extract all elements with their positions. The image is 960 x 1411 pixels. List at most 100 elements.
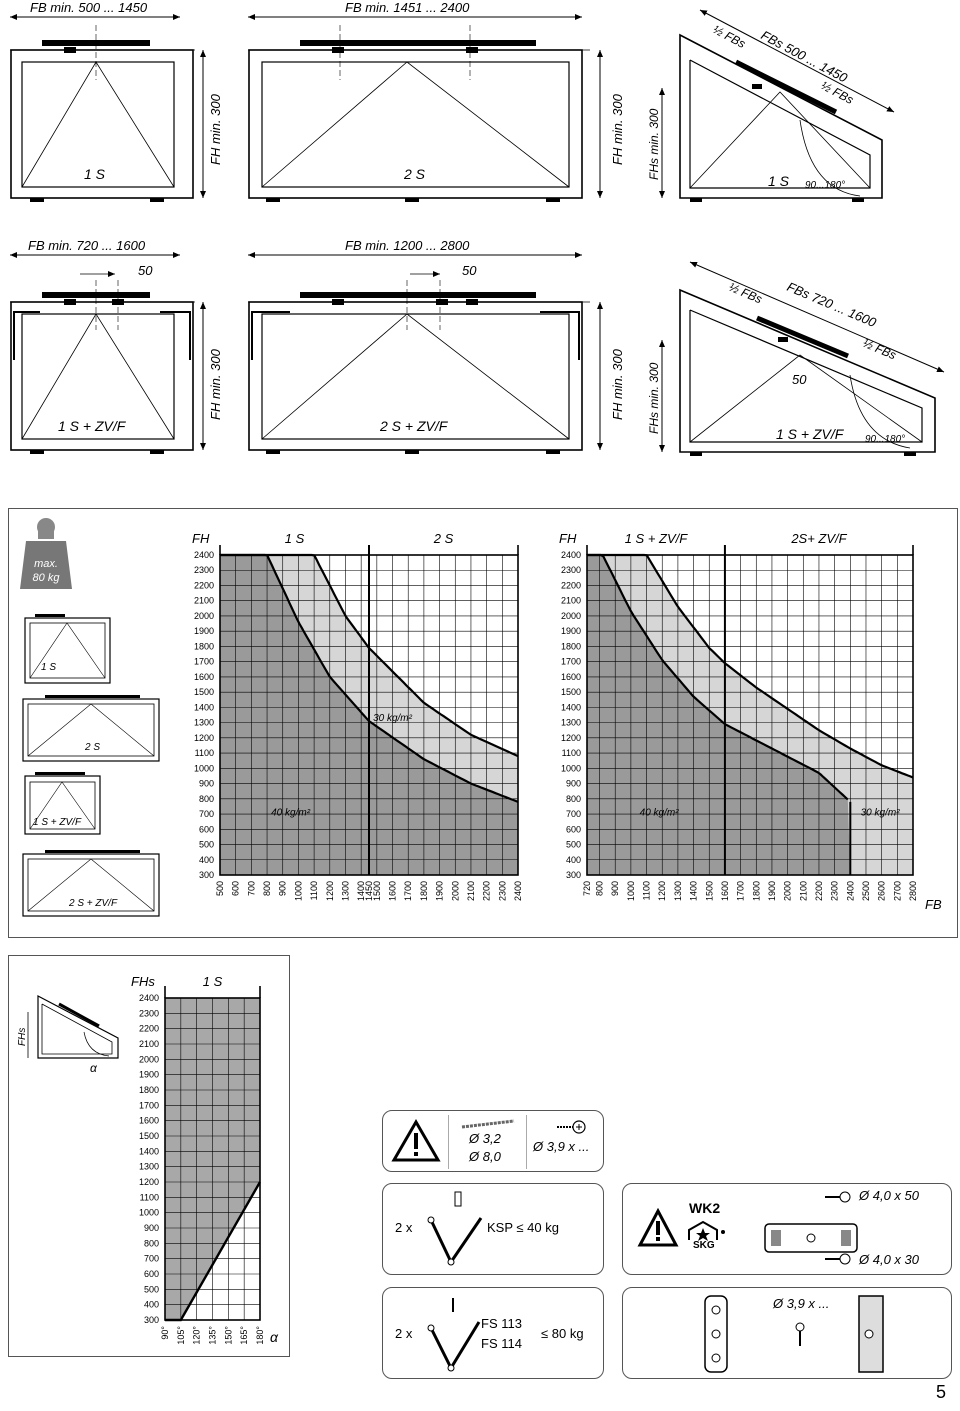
screw-size-50: Ø 4,0 x 50 [859, 1188, 919, 1203]
x-tick-label: 900 [278, 881, 288, 896]
x-tick-label: 135° [208, 1326, 218, 1345]
half-fbs-left: ½ FBs [711, 22, 748, 51]
skg-label: SKG [693, 1240, 715, 1251]
chart-frame [164, 997, 261, 1321]
chart-fhs-angle: 2400 2300 2200 2100 2000 1900 1800 1700 1600 1500… [131, 974, 279, 1345]
sash-label: 2 S + ZV/F [379, 418, 449, 434]
fhs-dimension: FHs min. 300 [647, 108, 661, 180]
fs-load-label: ≤ 80 kg [541, 1326, 584, 1341]
fhs-label: FHs [17, 1028, 28, 1046]
fb-dimension: FB min. 720 ... 1600 [28, 238, 146, 253]
drawing-1s-zvf: FB min. 720 ... 1600 50 1 S + ZV/F FH mi… [10, 238, 223, 454]
y-tick-label: 300 [199, 870, 214, 880]
x-tick-label: 165° [239, 1326, 249, 1345]
ksp-load-label: KSP ≤ 40 kg [487, 1220, 559, 1235]
thumb-2s-zvf: 2 S + ZV/F [22, 850, 160, 917]
y-tick-label: 2300 [561, 565, 581, 575]
x-tick-label: 1400 [356, 881, 366, 901]
x-tick-label: 900 [610, 881, 620, 896]
series-30-kg-line [587, 553, 914, 779]
x-tick-label: 800 [595, 881, 605, 896]
y-tick-label: 800 [566, 794, 581, 804]
area-annotation: 30 kg/m² [373, 713, 413, 724]
y-tick-label: 1000 [194, 763, 214, 773]
y-tick-label: 400 [566, 855, 581, 865]
y-tick-label: 1600 [139, 1116, 159, 1126]
thumb-2s: 2 S [22, 695, 160, 762]
y-tick-label: 2000 [139, 1054, 159, 1064]
angle-chart-panel [8, 955, 290, 1357]
quantity-label: 2 x [395, 1326, 413, 1341]
fhs-dimension: FHs min. 300 [647, 362, 661, 434]
y-tick-label: 1500 [561, 687, 581, 697]
warning-icon [391, 1119, 441, 1162]
area-annotation: 40 kg/m² [640, 808, 680, 819]
y-tick-label: 1500 [194, 687, 214, 697]
y-tick-label: 1200 [139, 1177, 159, 1187]
alpha-label: α [90, 1061, 98, 1075]
screw-size-30: Ø 4,0 x 30 [859, 1252, 919, 1267]
screw-size: Ø 3,9 x ... [533, 1139, 590, 1154]
offset-dimension: 50 [138, 263, 153, 278]
x-tick-label: 2500 [861, 881, 871, 901]
fbs-dimension: FBs 500 ... 1450 [759, 27, 851, 85]
sloped-window-sketch: FHs α [17, 995, 119, 1075]
drill-size-b: Ø 8,0 [469, 1149, 501, 1164]
y-tick-label: 900 [144, 1223, 159, 1233]
drill-size-a: Ø 3,2 [469, 1131, 501, 1146]
y-axis-label: FH [192, 531, 210, 546]
legend-thumbnails: 1 S 2 S 1 S + ZV/F 2 S + ZV/F [22, 614, 160, 917]
x-tick-label: 2700 [892, 881, 902, 901]
y-tick-label: 1600 [194, 672, 214, 682]
x-tick-label: 2600 [877, 881, 887, 901]
weight-value-label: 80 kg [33, 572, 61, 584]
charts-panel [8, 508, 958, 938]
hinge-plate-icon [764, 1223, 858, 1253]
fh-dimension: FH min. 300 [208, 93, 223, 165]
thumb-label: 1 S + ZV/F [33, 817, 82, 828]
frame-part-icon [858, 1295, 884, 1373]
x-tick-label: 1500 [372, 881, 382, 901]
angle-label: 90...180° [865, 434, 905, 445]
drill-bit-icon [461, 1119, 515, 1129]
screw-position-panel: Ø 3,9 x ... [622, 1287, 952, 1379]
section-label: 2 S [433, 531, 454, 546]
fs114-label: FS 114 [481, 1336, 522, 1351]
x-tick-label: 1000 [626, 881, 636, 901]
y-tick-label: 1100 [195, 748, 214, 758]
fs113-label: FS 113 [481, 1316, 522, 1331]
y-tick-label: 1100 [140, 1192, 159, 1202]
y-tick-label: 1300 [139, 1162, 159, 1172]
limit-line [165, 1181, 262, 1322]
y-tick-label: 2200 [561, 580, 581, 590]
y-tick-label: 1700 [194, 657, 214, 667]
x-axis-label: FB [925, 897, 942, 912]
y-axis-label: FHs [131, 974, 155, 989]
sash-label: 1 S [768, 173, 790, 189]
area-40-kg [220, 555, 518, 875]
screw-icon [825, 1253, 851, 1265]
y-tick-label: 2100 [194, 596, 214, 606]
y-tick-label: 300 [144, 1315, 159, 1325]
y-tick-label: 1800 [139, 1085, 159, 1095]
drawing-1s: FB min. 500 ... 1450 1 S FH min. 300 [10, 0, 223, 202]
fh-dimension: FH min. 300 [208, 348, 223, 420]
y-tick-label: 2300 [194, 565, 214, 575]
x-tick-label: 2100 [798, 881, 808, 901]
y-tick-label: 500 [566, 840, 581, 850]
stay-arm-icon [427, 1191, 483, 1266]
fbs-dimension: FBs 720 ... 1600 [785, 279, 879, 330]
y-tick-label: 700 [566, 809, 581, 819]
y-tick-label: 700 [144, 1254, 159, 1264]
skg-house-icon [688, 1220, 725, 1241]
y-tick-label: 800 [144, 1238, 159, 1248]
weight-max-label: max. [34, 558, 58, 570]
y-tick-label: 1000 [139, 1208, 159, 1218]
section-label: 2S+ ZV/F [790, 531, 847, 546]
x-tick-label: 800 [262, 881, 272, 896]
x-tick-label: 2400 [845, 881, 855, 901]
y-tick-label: 1500 [139, 1131, 159, 1141]
screw-size: Ø 3,9 x ... [773, 1296, 830, 1311]
drawing-sloped-1s: ½ FBs FBs 500 ... 1450 ½ FBs 1 S 90...18… [647, 9, 895, 202]
thumb-label: 2 S + ZV/F [68, 898, 118, 909]
